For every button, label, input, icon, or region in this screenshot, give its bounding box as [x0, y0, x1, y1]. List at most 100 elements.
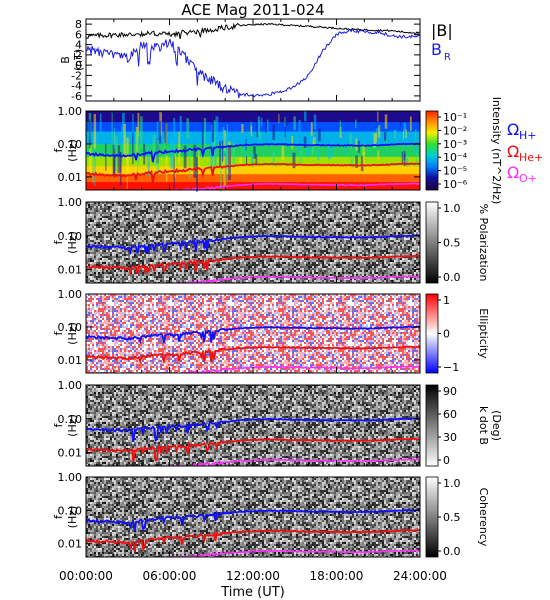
ytick-label: 0.10 — [58, 321, 83, 334]
intensity-streak — [163, 138, 165, 160]
figure-title: ACE Mag 2011-024 — [181, 1, 324, 19]
gyro-legend-omega: Ω — [507, 163, 519, 182]
colorbar-tick-label: 0 — [443, 454, 450, 467]
intensity-streak — [137, 112, 140, 137]
ytick-label: 0.01 — [58, 354, 83, 367]
intensity-streak — [355, 119, 357, 129]
intensity-streak — [287, 112, 289, 125]
intensity-streak — [250, 125, 253, 137]
mag-ylabel-unit: (nT) — [72, 49, 85, 71]
intensity-streak — [255, 153, 258, 166]
colorbar-tick-label: 0.5 — [443, 237, 461, 250]
intensity-streak — [339, 120, 342, 134]
intensity-streak — [328, 144, 331, 160]
colorbar-label: Coherency — [477, 488, 490, 547]
intensity-streak — [362, 144, 365, 155]
freq-ylabel-unit: (Hz) — [66, 414, 79, 437]
intensity-streak — [303, 136, 307, 148]
mag-ytick-label: 0 — [75, 59, 82, 72]
intensity-streak — [250, 153, 254, 164]
intensity-streak — [164, 121, 167, 144]
intensity-streak — [281, 146, 285, 161]
intensity-streak — [178, 131, 181, 165]
intensity-streak — [170, 137, 174, 169]
intensity-streak — [284, 116, 286, 127]
intensity-streak — [404, 123, 406, 136]
ytick-label: 1.00 — [58, 288, 83, 301]
colorbar-tick-label: 10⁻¹ — [443, 111, 467, 124]
intensity-streak — [136, 129, 140, 163]
colorbar — [425, 110, 439, 191]
intensity-streak — [222, 127, 225, 161]
mag-ytick-label: -6 — [71, 90, 82, 103]
intensity-streak — [377, 111, 379, 122]
intensity-streak — [132, 132, 134, 165]
colorbar-tick-label: −1 — [443, 361, 459, 374]
intensity-streak — [253, 146, 256, 159]
intensity-streak — [215, 116, 219, 143]
intensity-streak — [113, 128, 116, 149]
intensity-streak — [183, 145, 187, 169]
freq-ylabel-unit: (Hz) — [66, 322, 79, 345]
intensity-streak — [355, 155, 358, 169]
freq-ylabel: f — [52, 422, 65, 427]
intensity-streak — [179, 115, 182, 142]
spectrogram-texture — [86, 385, 420, 466]
intensity-streak — [220, 156, 222, 192]
ytick-label: 1.00 — [58, 105, 83, 118]
intensity-streak — [121, 126, 123, 162]
intensity-streak — [225, 137, 229, 169]
intensity-streak — [193, 144, 197, 178]
intensity-band — [86, 174, 420, 183]
intensity-streak — [201, 117, 204, 150]
intensity-band — [86, 166, 420, 175]
freq-ylabel: f — [52, 514, 65, 519]
he-plus-gyro-curve — [86, 437, 420, 463]
intensity-band — [86, 111, 420, 123]
time-tick-label: 00:00:00 — [59, 569, 113, 583]
freq-ylabel: f — [52, 330, 65, 335]
he-plus-gyro-curve — [86, 529, 420, 552]
freq-ylabel-unit: (Hz) — [66, 139, 79, 162]
intensity-streak — [117, 145, 121, 174]
intensity-streak — [414, 141, 418, 154]
intensity-streak — [303, 111, 307, 122]
gyro-legend-ion: He+ — [519, 151, 543, 164]
ytick-label: 0.10 — [58, 504, 83, 517]
ytick-label: 0.10 — [58, 413, 83, 426]
spectrogram-panel-ellipticity: 1.00 0.10 0.01 f (Hz) 1 0 −1 Ellipticity — [52, 288, 490, 374]
intensity-streak — [198, 150, 200, 172]
spectrogram-panel-wave-normal: 1.00 0.10 0.01 f (Hz) 90 60 30 0 k dot B (Deg) — [52, 379, 503, 467]
intensity-streak — [152, 134, 156, 166]
spectrogram-panel-coherency: 1.00 0.10 0.01 f (Hz) 1.0 0.5 0.0 Coherency — [52, 471, 490, 558]
intensity-streak — [310, 122, 313, 136]
colorbar-tick-label: 0.5 — [443, 511, 461, 524]
colorbar-tick-label: 0.0 — [443, 271, 461, 284]
he-plus-gyro-curve — [86, 254, 420, 276]
ytick-label: 1.00 — [58, 379, 83, 392]
mag-ytick-label: 6 — [75, 28, 82, 41]
colorbar-tick-label: 10⁻⁴ — [443, 151, 468, 164]
intensity-streak — [395, 130, 397, 145]
intensity-streak — [140, 116, 143, 149]
colorbar-tick-label: 10⁻⁵ — [443, 165, 467, 178]
intensity-streak — [310, 136, 312, 152]
colorbar — [425, 476, 439, 558]
intensity-streak — [123, 123, 126, 159]
colorbar-tick-label: 1.0 — [443, 202, 461, 215]
colorbar-tick-label: 30 — [443, 431, 457, 444]
colorbar — [425, 293, 439, 374]
h-plus-gyro-curve — [86, 509, 420, 532]
intensity-streak — [377, 150, 380, 161]
legend-radial-field: B — [431, 40, 442, 59]
intensity-streak — [313, 114, 317, 130]
he-plus-gyro-curve — [86, 345, 420, 364]
intensity-streak — [306, 147, 310, 157]
intensity-streak — [132, 113, 134, 139]
intensity-streak — [88, 119, 91, 149]
intensity-streak — [313, 137, 316, 147]
intensity-streak — [241, 124, 244, 133]
intensity-streak — [156, 121, 159, 145]
intensity-streak — [299, 151, 303, 163]
